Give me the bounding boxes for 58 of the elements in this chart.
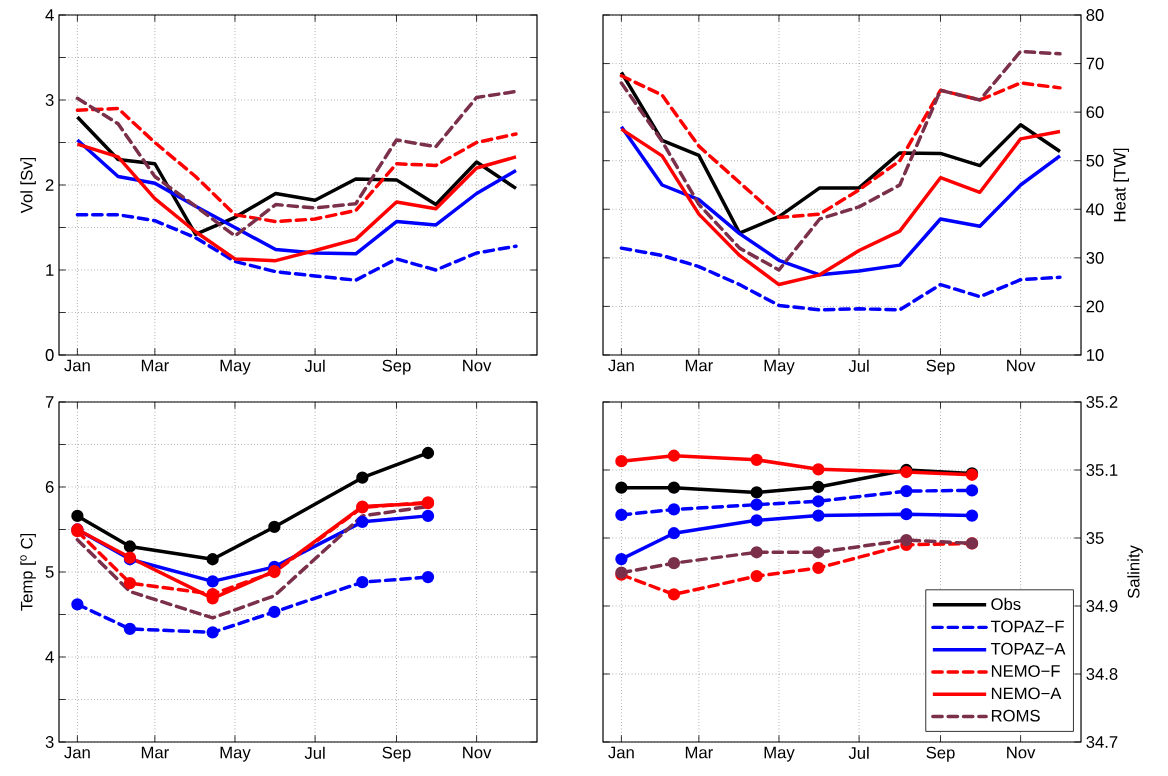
y2-tick-label: 34.8: [1086, 668, 1118, 680]
x-tick-label: Jul: [304, 746, 325, 759]
y2-tick-label: 40: [1086, 203, 1104, 216]
y2-tick-label: 20: [1086, 300, 1104, 313]
y-tick-label: 2: [45, 179, 54, 191]
x-tick-label: Mar: [685, 359, 713, 372]
y2-tick-label: 35.2: [1086, 396, 1118, 408]
y-axis-title: Temp [$^{o}$ C]: [20, 533, 36, 611]
legend-label: NEMO−F: [991, 665, 1060, 677]
x-tick-label: May: [764, 359, 795, 375]
y-tick-label: 1: [46, 264, 54, 276]
x-tick-label: Nov: [463, 746, 492, 759]
x-tick-label: May: [220, 359, 251, 375]
y-tick-label: 6: [45, 481, 54, 493]
x-tick-label: Jul: [304, 359, 325, 372]
x-tick-label: Nov: [1007, 746, 1036, 759]
legend-label: Obs: [991, 597, 1021, 611]
y2-tick-label: 35.1: [1086, 464, 1118, 476]
legend-label: TOPAZ−F: [990, 620, 1064, 633]
x-tick-label: Jan: [608, 359, 634, 372]
y2-tick-label: 80: [1086, 9, 1104, 21]
y-tick-label: 3: [45, 94, 54, 106]
x-tick-label: May: [220, 746, 251, 762]
x-tick-label: Nov: [1007, 359, 1036, 372]
x-tick-label: Sep: [382, 359, 411, 375]
x-tick-label: Mar: [685, 746, 713, 759]
y-tick-label: 4: [45, 651, 54, 663]
y2-tick-label: 70: [1086, 57, 1104, 70]
legend-label: NEMO−A: [991, 687, 1062, 700]
x-tick-label: Sep: [926, 359, 955, 375]
legend-label: ROMS: [991, 709, 1040, 722]
y2-tick-label: 50: [1086, 154, 1104, 167]
y-tick-label: 7: [45, 396, 54, 408]
legend-label: TOPAZ−A: [990, 642, 1066, 655]
x-tick-label: Mar: [141, 359, 169, 372]
x-tick-label: Mar: [141, 746, 169, 759]
x-tick-label: Jan: [64, 359, 90, 372]
y-axis-title: Vol [Sv]: [20, 157, 36, 214]
y-tick-label: 4: [45, 9, 54, 21]
y-tick-label: 0: [45, 349, 54, 361]
y2-tick-label: 34.9: [1086, 600, 1118, 612]
y2-tick-label: 30: [1086, 251, 1104, 264]
x-tick-label: Jan: [64, 746, 90, 759]
x-tick-label: Nov: [463, 359, 492, 372]
x-tick-label: Jan: [608, 746, 634, 759]
x-tick-label: May: [764, 746, 795, 762]
y-tick-label: 3: [45, 736, 54, 748]
y2-tick-label: 60: [1086, 106, 1104, 119]
y2-axis-title: Heat [TW]: [1113, 148, 1129, 222]
x-tick-label: Jul: [848, 359, 869, 372]
y2-tick-label: 34.7: [1086, 736, 1118, 748]
y-tick-label: 5: [45, 566, 54, 578]
y2-tick-label: 10: [1087, 349, 1104, 361]
x-tick-label: Sep: [926, 746, 955, 762]
y2-tick-label: 35: [1086, 532, 1104, 544]
x-tick-label: Sep: [382, 746, 411, 762]
x-tick-label: Jul: [848, 746, 869, 759]
y2-axis-title: Salinity: [1127, 545, 1143, 599]
